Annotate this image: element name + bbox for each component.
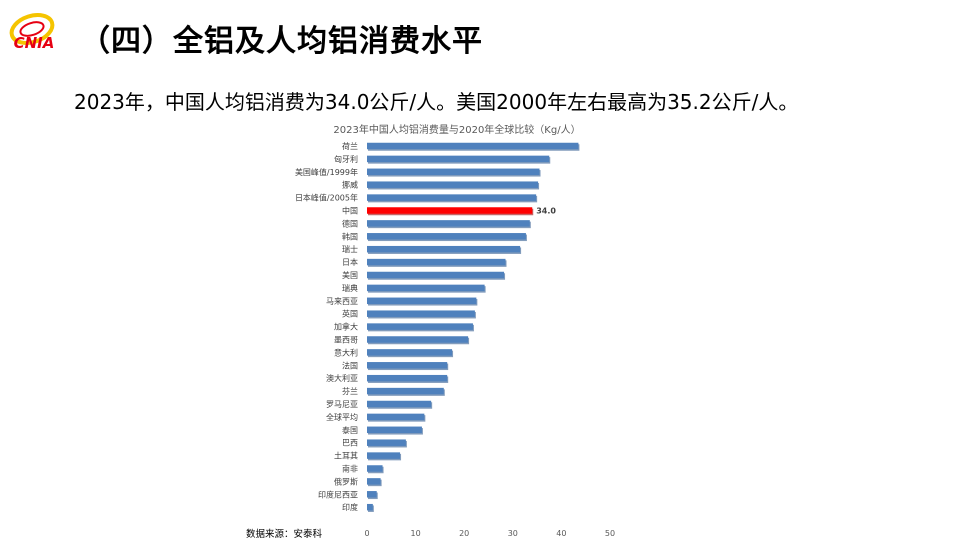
- category-label: 瑞典: [342, 283, 358, 293]
- category-label: 土耳其: [334, 451, 358, 461]
- bar-6: [367, 220, 530, 227]
- bar-20: [367, 400, 432, 408]
- category-label: 芬兰: [342, 386, 358, 396]
- bar-highlight: [367, 207, 533, 214]
- category-labels: 荷兰匈牙利美国峰值/1999年挪威日本峰值/2005年中国德国韩国瑞士日本美国瑞…: [295, 141, 358, 512]
- category-label: 加拿大: [334, 322, 358, 332]
- bar-17: [367, 362, 448, 369]
- category-label: 日本峰值/2005年: [295, 193, 358, 203]
- bar-28: [367, 503, 373, 511]
- x-axis-ticks: 0 10 20 30 40 50: [364, 529, 615, 538]
- category-label: 巴西: [342, 439, 358, 448]
- bar-26: [367, 478, 381, 485]
- bar-10: [367, 271, 505, 279]
- category-label: 印度尼西亚: [318, 489, 358, 499]
- bar-0: [367, 142, 579, 150]
- bar-15: [367, 336, 469, 343]
- x-tick-label: 20: [459, 529, 469, 538]
- category-label: 印度: [342, 502, 358, 512]
- x-tick-label: 30: [508, 529, 518, 538]
- bars-group: [367, 142, 580, 512]
- bar-16: [367, 349, 453, 356]
- bar-9: [367, 258, 506, 266]
- bar-18: [367, 374, 448, 382]
- category-label: 法国: [342, 360, 358, 370]
- bar-22: [367, 426, 422, 434]
- data-labels: 34.0: [536, 207, 556, 216]
- category-label: 泰国: [342, 425, 358, 435]
- category-label: 英国: [342, 309, 358, 319]
- category-label: 美国: [342, 270, 358, 280]
- page-subtitle: 2023年，中国人均铝消费为34.0公斤/人。美国2000年左右最高为35.2公…: [74, 90, 799, 114]
- category-label: 挪威: [342, 180, 358, 190]
- bar-1: [367, 155, 550, 163]
- category-label: 全球平均: [326, 412, 358, 422]
- bar-2: [367, 168, 540, 176]
- x-tick-label: 40: [556, 529, 566, 538]
- bar-14: [367, 323, 473, 330]
- bar-8: [367, 245, 521, 253]
- x-tick-label: 0: [364, 529, 369, 538]
- bar-19: [367, 387, 444, 395]
- chart-title: 2023年中国人均铝消费量与2020年全球比较（Kg/人）: [333, 123, 580, 136]
- bar-3: [367, 181, 539, 188]
- category-label: 意大利: [334, 347, 358, 357]
- category-label: 马来西亚: [326, 297, 358, 306]
- page-title: （四）全铝及人均铝消费水平: [80, 24, 483, 59]
- category-label: 罗马尼亚: [326, 400, 358, 409]
- logo-ring: [9, 13, 55, 45]
- category-label: 匈牙利: [334, 154, 358, 164]
- category-label: 日本: [342, 257, 358, 267]
- bar-25: [367, 465, 383, 472]
- category-label: 瑞士: [342, 244, 358, 254]
- cnia-logo: CNIA: [6, 10, 62, 54]
- bar-11: [367, 284, 485, 292]
- data-source: 数据来源：安泰科: [246, 529, 323, 540]
- logo-inner-ring: [19, 21, 45, 37]
- category-label: 俄罗斯: [334, 476, 358, 486]
- bar-12: [367, 297, 477, 305]
- bar-13: [367, 310, 475, 317]
- bar-27: [367, 491, 377, 498]
- bar-7: [367, 233, 526, 240]
- category-label: 荷兰: [342, 141, 358, 151]
- category-label: 德国: [342, 218, 358, 228]
- logo-text: CNIA: [14, 34, 55, 52]
- category-label: 韩国: [342, 231, 358, 241]
- bar-4: [367, 194, 537, 201]
- category-label: 美国峰值/1999年: [295, 167, 358, 177]
- category-label: 中国: [342, 206, 358, 216]
- bar-23: [367, 439, 406, 446]
- x-tick-label: 10: [411, 529, 421, 538]
- x-tick-label: 50: [605, 529, 615, 538]
- category-label: 墨西哥: [334, 336, 358, 345]
- data-label: 34.0: [536, 207, 556, 216]
- bar-24: [367, 452, 401, 459]
- category-label: 澳大利亚: [326, 373, 358, 383]
- bar-21: [367, 413, 425, 421]
- category-label: 南非: [342, 464, 358, 474]
